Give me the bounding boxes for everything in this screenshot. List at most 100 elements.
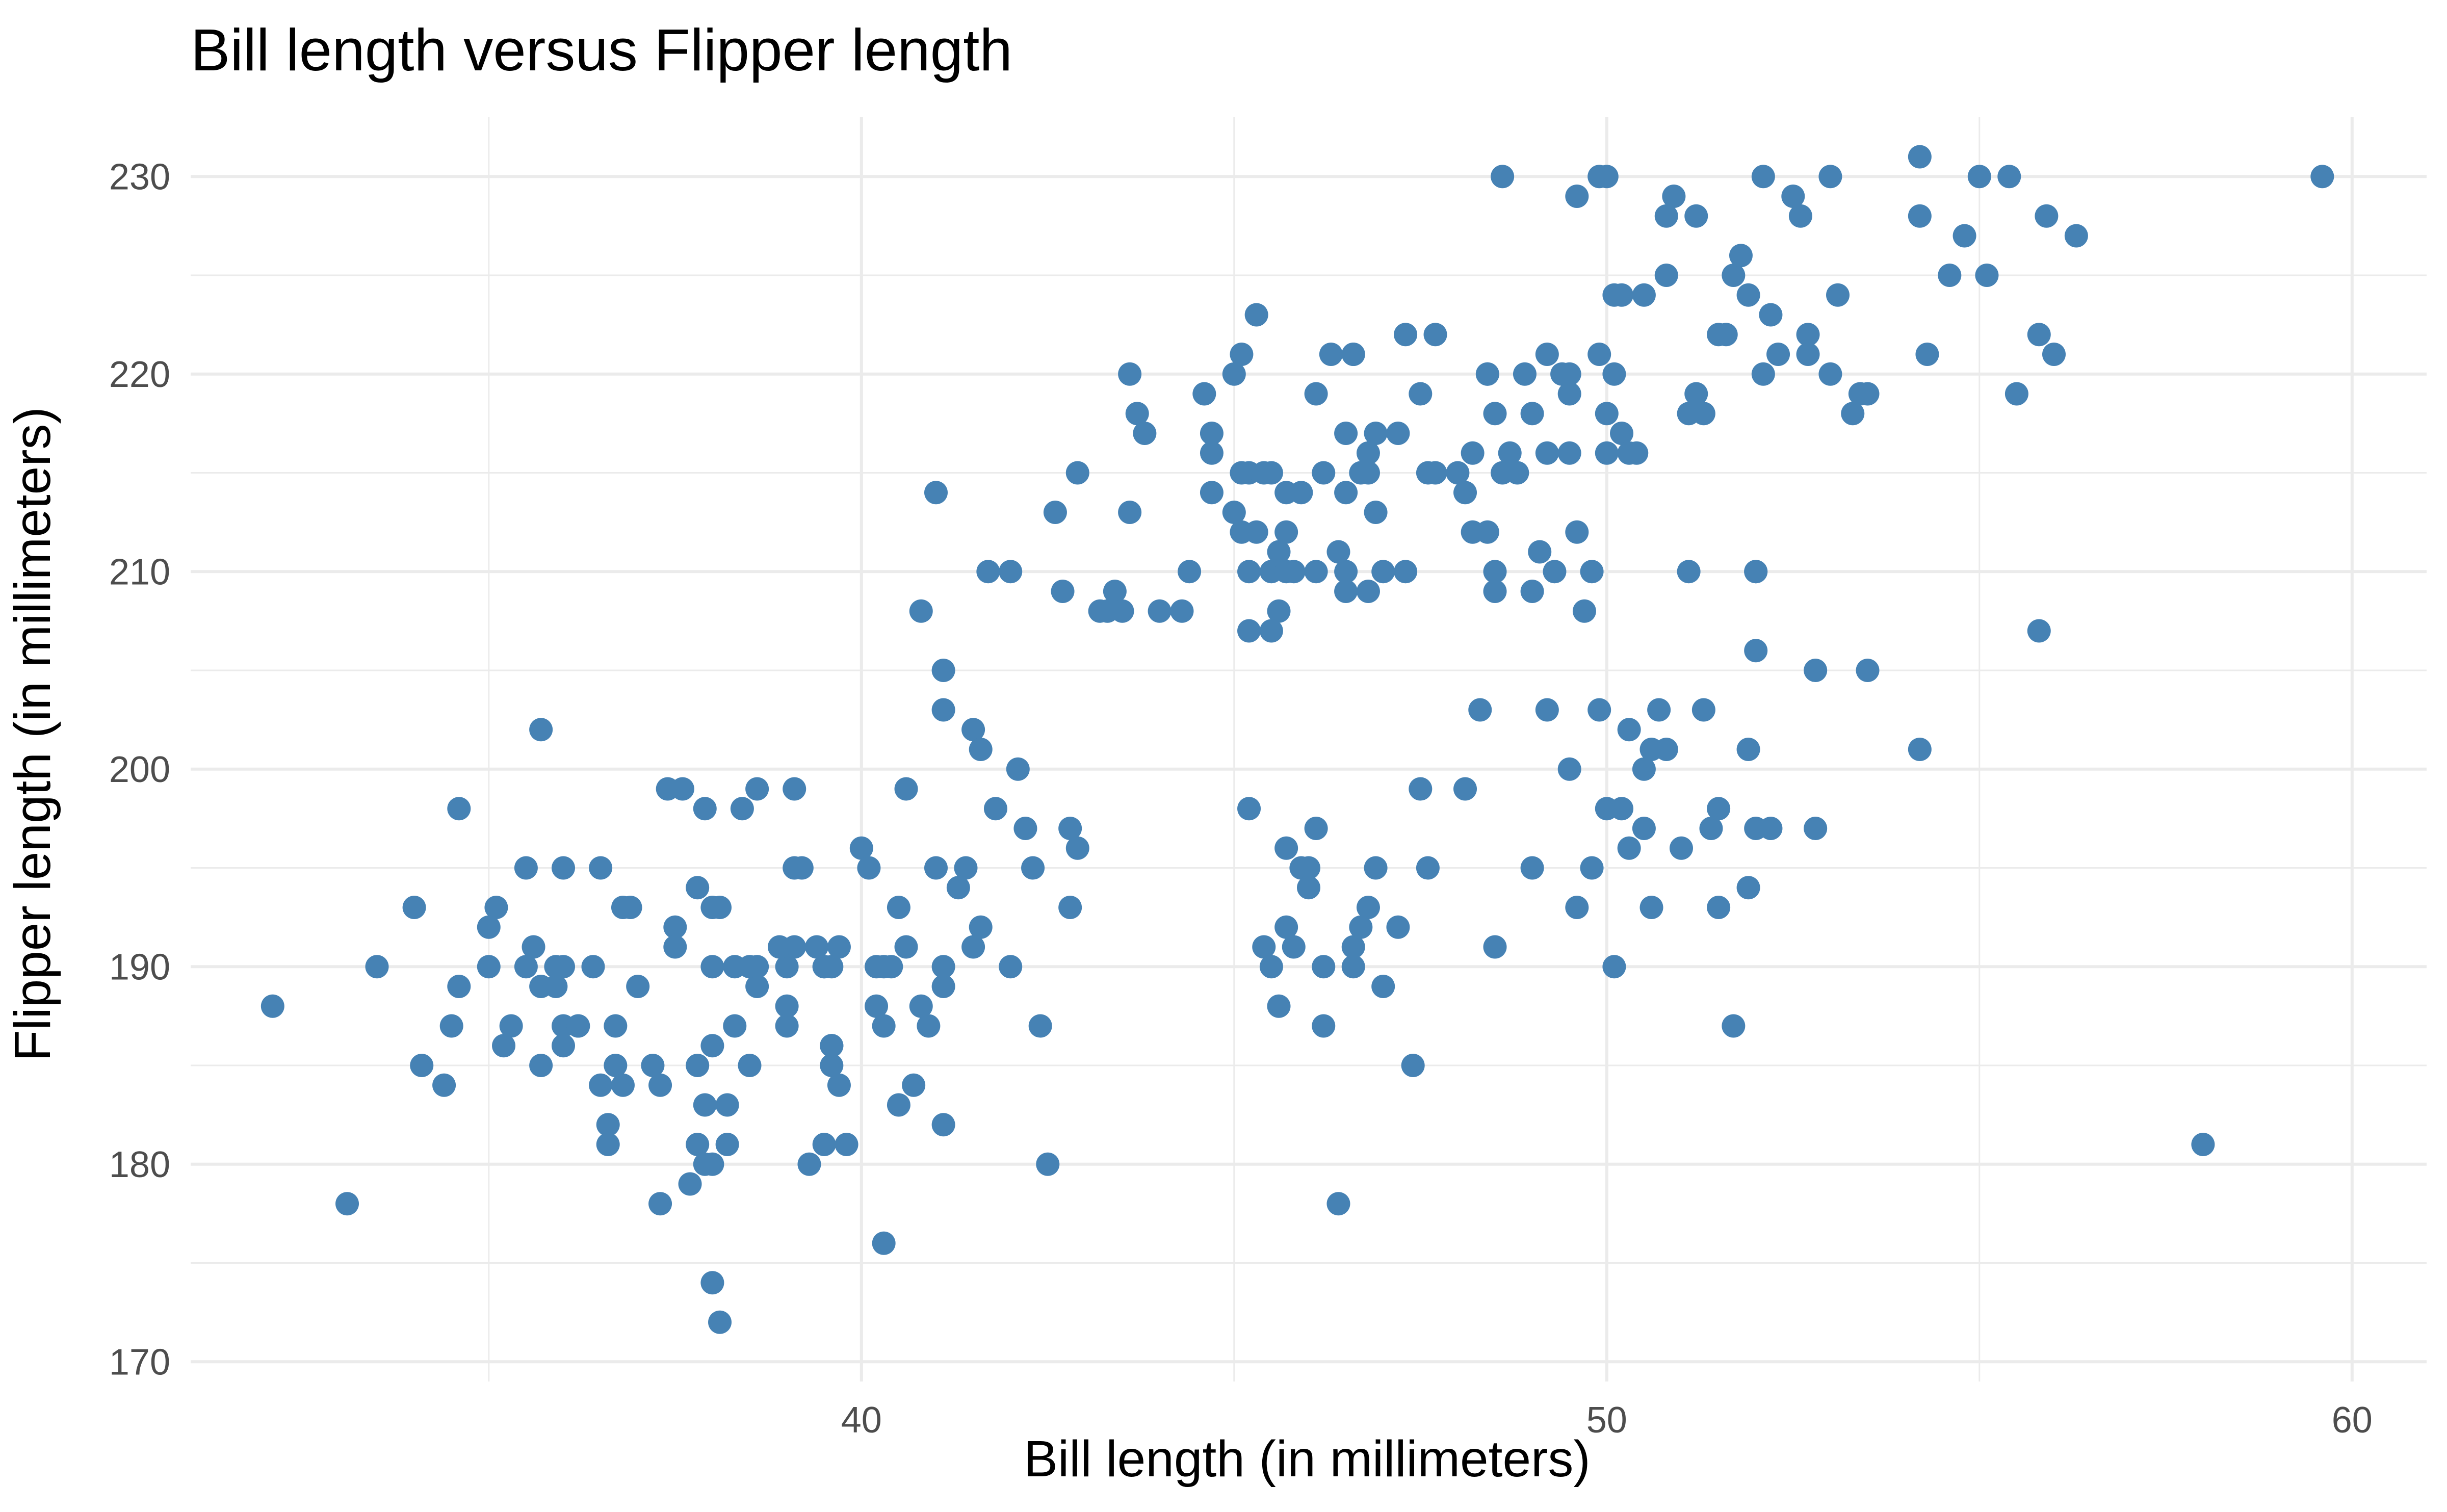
data-point — [1602, 362, 1626, 386]
data-point — [604, 1014, 628, 1038]
data-point — [887, 896, 910, 919]
data-point — [1401, 1054, 1425, 1077]
data-point — [1520, 402, 1544, 426]
chart-title: Bill length versus Flipper length — [191, 17, 1012, 83]
data-point — [1491, 165, 1515, 189]
data-point — [1744, 560, 1768, 584]
data-point — [894, 777, 918, 801]
data-point — [670, 777, 694, 801]
data-point — [686, 1054, 710, 1077]
data-point — [1356, 580, 1380, 603]
data-point — [723, 1014, 747, 1038]
data-point — [1722, 1014, 1746, 1038]
data-point — [648, 1192, 672, 1216]
data-point — [432, 1073, 456, 1097]
data-point — [827, 1073, 851, 1097]
data-point — [849, 836, 873, 860]
data-point — [1416, 856, 1440, 880]
data-point — [1230, 461, 1254, 485]
data-point — [1148, 599, 1172, 623]
data-point — [1714, 323, 1738, 347]
data-point — [589, 1073, 613, 1097]
data-point — [1505, 461, 1529, 485]
data-point — [439, 1014, 463, 1038]
data-point — [1766, 343, 1790, 366]
data-point — [1237, 560, 1261, 584]
data-point — [1677, 560, 1701, 584]
data-point — [1826, 283, 1850, 307]
y-tick-label: 190 — [109, 947, 170, 987]
data-point — [477, 915, 501, 939]
data-point — [544, 975, 568, 998]
data-point — [1751, 165, 1775, 189]
data-point — [1535, 698, 1559, 722]
data-point — [1654, 738, 1678, 761]
data-point — [686, 1133, 710, 1156]
data-point — [693, 797, 717, 821]
data-point — [902, 1073, 926, 1097]
data-point — [663, 915, 687, 939]
data-point — [931, 659, 955, 682]
data-point — [1639, 896, 1663, 919]
data-point — [820, 1054, 844, 1077]
data-point — [946, 876, 970, 900]
data-point — [447, 975, 471, 998]
data-point — [499, 1014, 523, 1038]
data-point — [1565, 520, 1589, 544]
data-point — [1334, 481, 1358, 505]
data-point — [1654, 204, 1678, 228]
data-point — [1118, 501, 1142, 524]
data-point — [1997, 165, 2021, 189]
data-point — [879, 955, 903, 979]
data-point — [767, 935, 791, 959]
data-point — [1908, 738, 1932, 761]
data-point — [1915, 343, 1939, 366]
data-point — [715, 1133, 739, 1156]
data-point — [1557, 441, 1581, 465]
data-point — [1557, 382, 1581, 406]
data-point — [1312, 461, 1336, 485]
data-point — [1684, 382, 1708, 406]
data-point — [931, 975, 955, 998]
data-point — [1818, 362, 1842, 386]
data-point — [1483, 560, 1507, 584]
data-point — [1691, 402, 1715, 426]
data-point — [1520, 580, 1544, 603]
data-point — [1908, 204, 1932, 228]
data-point — [1222, 362, 1246, 386]
data-point — [686, 876, 710, 900]
data-point — [1691, 698, 1715, 722]
data-point — [783, 777, 806, 801]
data-point — [1341, 935, 1365, 959]
data-point — [261, 994, 284, 1018]
data-point — [1394, 323, 1418, 347]
data-point — [2035, 204, 2059, 228]
x-tick-label: 50 — [1586, 1400, 1627, 1441]
data-point — [961, 718, 985, 742]
data-point — [1572, 599, 1596, 623]
data-point — [2310, 165, 2334, 189]
data-point — [909, 599, 933, 623]
data-point — [1908, 145, 1932, 169]
data-point — [1386, 422, 1410, 445]
data-point — [566, 1014, 590, 1038]
data-point — [1580, 856, 1604, 880]
data-point — [1543, 560, 1567, 584]
data-point — [1975, 264, 1999, 287]
data-point — [1423, 323, 1447, 347]
data-point — [529, 718, 553, 742]
data-point — [1781, 185, 1805, 208]
data-point — [529, 1054, 553, 1077]
data-point — [1610, 797, 1634, 821]
data-point — [1200, 441, 1224, 465]
data-point — [1282, 560, 1306, 584]
data-point — [663, 935, 687, 959]
data-point — [872, 1231, 896, 1255]
data-point — [1610, 422, 1634, 445]
x-axis-tick-labels: 40 50 60 — [841, 1400, 2373, 1441]
data-point — [700, 1034, 724, 1058]
data-point — [1133, 422, 1157, 445]
data-point — [1244, 303, 1268, 327]
data-point — [2042, 343, 2066, 366]
